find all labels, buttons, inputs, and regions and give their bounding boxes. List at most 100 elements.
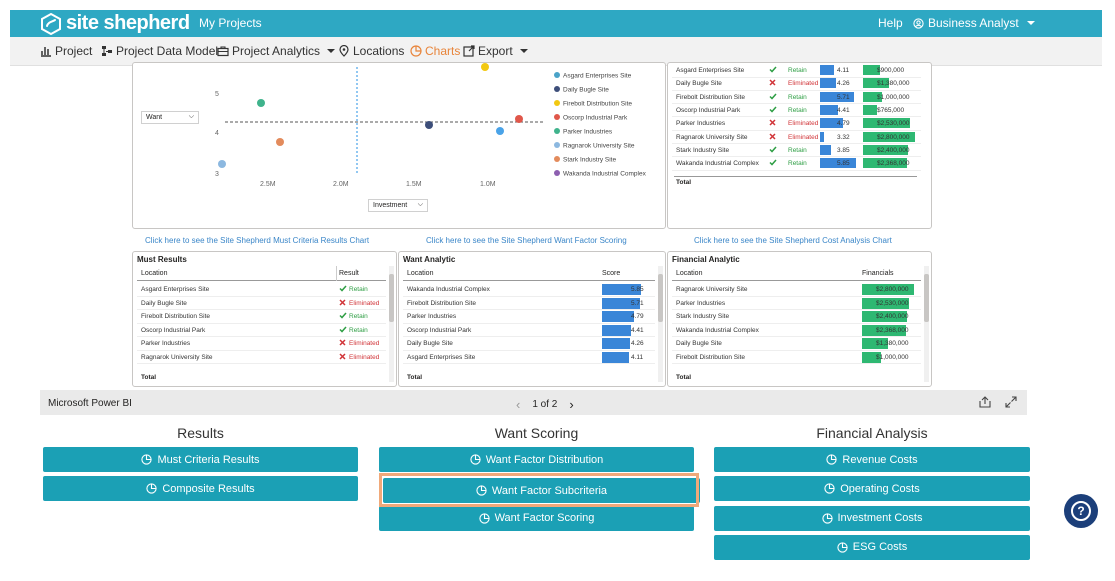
point-stark-industry-site[interactable] [276,138,284,146]
my-projects-link[interactable]: My Projects [199,16,262,30]
table-row[interactable]: Daily Bugle Site Eliminated 4.26 $1,380,000 [672,77,921,91]
location-cell: Firebolt Distribution Site [407,299,476,307]
prev-page-icon[interactable]: ‹ [516,397,521,412]
nav-charts[interactable]: Charts [410,44,460,58]
table-row[interactable]: Parker Industries Eliminated [137,337,386,351]
y-axis-selector[interactable]: Want ⌵ [141,111,199,124]
table-row[interactable]: Firebolt Distribution Site Retain [137,310,386,324]
table-row[interactable]: Oscorp Industrial Park 4.41 [403,324,655,337]
chevron-down-icon [519,49,528,53]
table-scrollbar[interactable] [924,266,929,382]
table-row[interactable]: Wakanda Industrial Complex $2,368,000 [672,324,921,337]
table-row[interactable]: Ragnarok University Site Eliminated 3.32 $2… [672,131,921,144]
must-criteria-chart-link[interactable]: Click here to see the Site Shepherd Must… [145,236,370,245]
nav-export[interactable]: Export [463,44,528,58]
powerbi-footer: Microsoft Power BI ‹ 1 of 2 › [40,390,1027,415]
point-asgard-enterprises-site[interactable] [496,127,504,135]
result-cell: Eliminated [349,299,380,307]
table-scrollbar[interactable] [389,266,394,382]
want-factor-distribution-button[interactable]: Want Factor Distribution [379,447,694,472]
pie-chart-icon [824,483,835,494]
table-row[interactable]: Parker Industries $2,530,000 [672,297,921,310]
table-row[interactable]: Firebolt Distribution Site 5.71 [403,297,655,310]
score-bar [602,324,632,336]
table-total: Total [407,374,423,381]
point-ragnarok-university-site[interactable] [218,160,226,168]
nav-project-data-model[interactable]: Project Data Model [101,44,218,58]
legend-item[interactable]: Parker Industries [563,129,613,136]
table-row[interactable]: Ragnarok University Site Eliminated [137,351,386,364]
table-row[interactable]: Parker Industries 4.79 [403,310,655,324]
operating-costs-button[interactable]: Operating Costs [714,476,1030,502]
x-axis-selector[interactable]: Investment ⌵ [368,199,428,212]
legend-item[interactable]: Firebolt Distribution Site [563,101,632,108]
table-scrollbar[interactable] [658,266,663,382]
status-cell: Retain [788,160,807,168]
want-factor-scoring-link[interactable]: Click here to see the Site Shepherd Want… [426,236,627,245]
legend-item[interactable]: Daily Bugle Site [563,87,609,94]
question-mark-icon: ? [1071,501,1091,521]
want-factor-scoring-button[interactable]: Want Factor Scoring [379,505,694,531]
next-page-icon[interactable]: › [569,397,574,412]
table-row[interactable]: Oscorp Industrial Park Retain [137,324,386,337]
table-row[interactable]: Firebolt Distribution Site $1,000,000 [672,351,921,364]
legend-item[interactable]: Asgard Enterprises Site [563,73,632,80]
point-parker-industries[interactable] [257,99,265,107]
fullscreen-icon[interactable] [1005,396,1017,408]
status-cell: Eliminated [788,80,819,88]
pie-chart-icon [837,542,848,553]
cost-analysis-chart-link[interactable]: Click here to see the Site Shepherd Cost… [694,236,892,245]
table-row[interactable]: Stark Industry Site $2,400,000 [672,310,921,324]
table-row[interactable]: Daily Bugle Site 4.26 [403,337,655,351]
want-factor-subcriteria-button[interactable]: Want Factor Subcriteria [383,478,700,504]
legend-item[interactable]: Oscorp Industrial Park [563,115,628,122]
pie-chart-icon [826,454,838,465]
financial-bar [862,338,888,349]
share-icon[interactable] [979,396,991,408]
check-icon [769,146,777,153]
table-row[interactable]: Stark Industry Site Retain 3.85 $2,400,000 [672,144,921,158]
user-name: Business Analyst [928,16,1019,30]
point-oscorp-industrial-park[interactable] [515,115,523,123]
score-bar [820,78,836,89]
table-row[interactable]: Daily Bugle Site Eliminated [137,297,386,310]
table-row[interactable]: Wakanda Industrial Complex Retain 5.85 $2,3… [672,157,921,171]
score-cell: 4.41 [631,326,644,334]
esg-costs-button[interactable]: ESG Costs [714,534,1030,560]
location-cell: Daily Bugle Site [676,340,722,347]
pie-chart-icon [146,483,157,494]
table-row[interactable]: Wakanda Industrial Complex 5.85 [403,283,655,297]
legend-item[interactable]: Stark Industry Site [563,157,616,164]
site-shepherd-logo[interactable]: site shepherd [40,12,190,35]
table-row[interactable]: Asgard Enterprises Site 4.11 [403,351,655,364]
score-bar [602,311,634,322]
table-row[interactable]: Asgard Enterprises Site Retain 4.11 $900,00… [672,64,921,78]
table-row[interactable]: Ragnarok University Site $2,800,000 [672,283,921,297]
table-row[interactable]: Daily Bugle Site $1,380,000 [672,337,921,351]
status-cell: Retain [788,146,807,154]
must-criteria-results-button[interactable]: Must Criteria Results [43,447,358,472]
location-cell: Wakanda Industrial Complex [407,286,490,293]
help-link[interactable]: Help [878,16,903,30]
point-daily-bugle-site[interactable] [425,121,433,129]
financial-cell: $2,368,000 [877,160,910,168]
legend-item[interactable]: Ragnarok University Site [563,143,635,150]
nav-project-analytics[interactable]: Project Analytics [217,44,336,58]
composite-results-button[interactable]: Composite Results [43,476,358,502]
score-bar [820,104,838,115]
score-cell: 4.26 [837,80,850,88]
legend-item[interactable]: Wakanda Industrial Complex [563,171,647,178]
help-button[interactable]: ? [1064,494,1098,528]
investment-costs-button[interactable]: Investment Costs [714,505,1030,531]
location-cell: Oscorp Industrial Park [407,326,472,334]
table-row[interactable]: Asgard Enterprises Site Retain [137,283,386,297]
user-menu[interactable]: Business Analyst [913,16,1035,30]
table-row[interactable]: Firebolt Distribution Site Retain 5.71 $1,0… [672,91,921,105]
nav-locations[interactable]: Locations [338,44,404,58]
revenue-costs-button[interactable]: Revenue Costs [714,447,1030,472]
check-icon [769,106,777,113]
nav-project[interactable]: Project [40,44,92,58]
point-firebolt-distribution-site[interactable] [481,63,489,71]
table-row[interactable]: Parker Industries Eliminated 4.79 $2,530,00… [672,117,921,131]
table-row[interactable]: Oscorp Industrial Park Retain 4.41 $765,000 [672,104,921,118]
